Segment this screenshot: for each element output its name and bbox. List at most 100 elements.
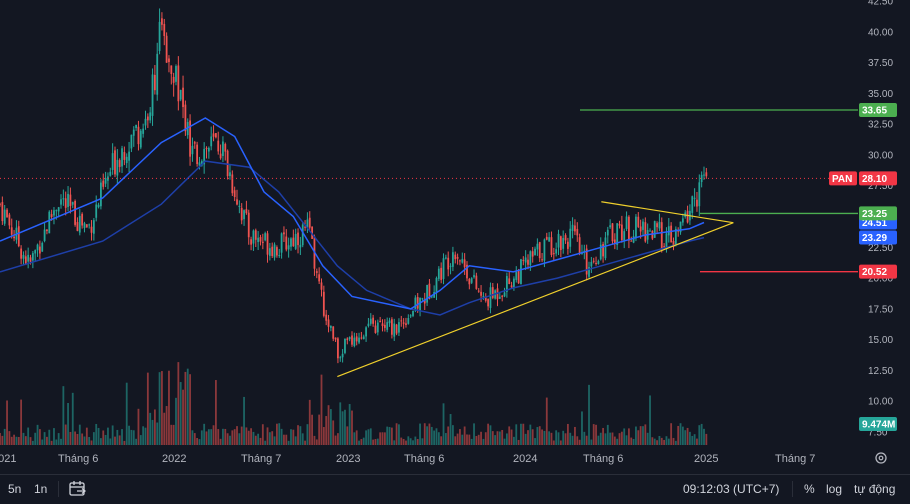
y-tick-label: 15.00 — [868, 335, 893, 346]
volume-bar — [318, 414, 321, 445]
candle-body — [468, 279, 471, 285]
volume-bar — [85, 427, 88, 445]
toolbar-divider — [792, 481, 793, 497]
candle-body — [224, 143, 227, 152]
candle-body — [630, 240, 633, 242]
candle-body — [95, 204, 98, 218]
volume-bar — [529, 424, 532, 445]
candle-body — [74, 200, 76, 225]
volume-bar — [513, 436, 515, 445]
volume-bar — [88, 436, 91, 445]
y-tick-label: 32.50 — [868, 120, 893, 131]
candle-body — [121, 148, 123, 167]
price-chart[interactable]: 7.5010.0012.5015.0017.5020.0022.5025.002… — [0, 0, 910, 474]
candle-body — [541, 259, 543, 261]
volume-bar — [308, 399, 311, 445]
volume-bar — [381, 432, 384, 445]
candle-body — [315, 271, 318, 273]
candle-body — [308, 217, 311, 228]
candle-body — [172, 76, 175, 83]
candle-body — [379, 320, 382, 323]
volume-bar — [426, 426, 428, 445]
candle-body — [325, 314, 328, 321]
candle-body — [144, 118, 147, 126]
volume-bar — [473, 423, 475, 445]
trendline-1[interactable] — [337, 222, 734, 378]
volume-value-label: 9.474M — [862, 420, 895, 431]
candle-body — [545, 236, 548, 240]
volume-bar — [226, 433, 229, 445]
volume-bar — [348, 404, 351, 445]
clock-display[interactable]: 09:12:03 (UTC+7) — [683, 482, 780, 496]
candle-body — [266, 233, 269, 255]
volume-bar — [494, 435, 497, 445]
volume-bar — [543, 430, 546, 445]
volume-bar — [62, 386, 65, 445]
volume-bar — [184, 371, 187, 445]
volume-bar — [315, 439, 318, 445]
candle-body — [20, 248, 23, 259]
candle-body — [456, 256, 459, 259]
volume-bar — [233, 429, 236, 445]
x-tick-label: 2023 — [336, 453, 360, 465]
log-scale-toggle[interactable]: log — [826, 482, 843, 496]
y-tick-label: 35.00 — [868, 89, 893, 100]
level-20-52-badge: 20.52 — [859, 264, 897, 279]
range-1y-button[interactable]: 1n — [34, 482, 48, 496]
volume-bar — [125, 382, 128, 445]
candle-body — [344, 338, 346, 353]
trendline-2[interactable] — [601, 201, 734, 224]
candle-body — [285, 236, 288, 250]
volume-bar — [170, 424, 173, 445]
percent-scale-toggle[interactable]: % — [804, 482, 815, 496]
candle-body — [376, 322, 379, 333]
volume-bar — [642, 426, 644, 445]
candle-body — [423, 299, 426, 304]
volume-bar — [92, 432, 95, 445]
volume-bar — [214, 380, 217, 445]
candle-body — [369, 318, 372, 324]
range-5y-button[interactable]: 5n — [8, 482, 22, 496]
candle-body — [301, 224, 304, 246]
ma-slow-value-label: 23.29 — [862, 233, 887, 244]
candle-body — [48, 211, 51, 234]
candle-body — [632, 236, 635, 243]
volume-bar — [257, 433, 260, 445]
volume-bar — [400, 437, 403, 445]
candle-body — [273, 244, 276, 258]
candle-body — [400, 320, 403, 322]
candle-body — [29, 257, 32, 262]
volume-bar — [405, 440, 407, 445]
candle-body — [334, 337, 337, 340]
candle-body — [466, 264, 468, 279]
candle-body — [527, 259, 529, 265]
candle-body — [240, 207, 243, 221]
volume-bar — [158, 372, 161, 445]
volume-bar — [31, 440, 34, 445]
candle-body — [409, 315, 412, 317]
auto-scale-toggle[interactable]: tự động — [854, 482, 896, 496]
volume-bar — [412, 440, 414, 445]
volume-bar — [459, 429, 461, 445]
volume-bar — [632, 438, 635, 445]
volume-bar — [442, 403, 445, 445]
volume-bar — [8, 431, 11, 445]
candle-body — [405, 323, 407, 325]
gear-icon[interactable] — [875, 452, 887, 464]
candle-body — [480, 291, 482, 296]
volume-bar — [452, 425, 454, 445]
volume-bar — [334, 435, 337, 445]
candle-body — [522, 259, 525, 261]
candle-body — [390, 319, 393, 335]
volume-bar — [283, 434, 285, 445]
volume-bar — [635, 426, 637, 445]
candle-body — [85, 224, 88, 228]
volume-bar — [250, 428, 252, 445]
volume-bar — [149, 412, 152, 445]
candle-body — [597, 261, 600, 264]
volume-bar — [414, 436, 417, 445]
candle-body — [38, 246, 41, 254]
volume-bar — [670, 423, 673, 445]
x-tick-label: 2022 — [162, 453, 186, 465]
volume-bar — [606, 424, 609, 445]
